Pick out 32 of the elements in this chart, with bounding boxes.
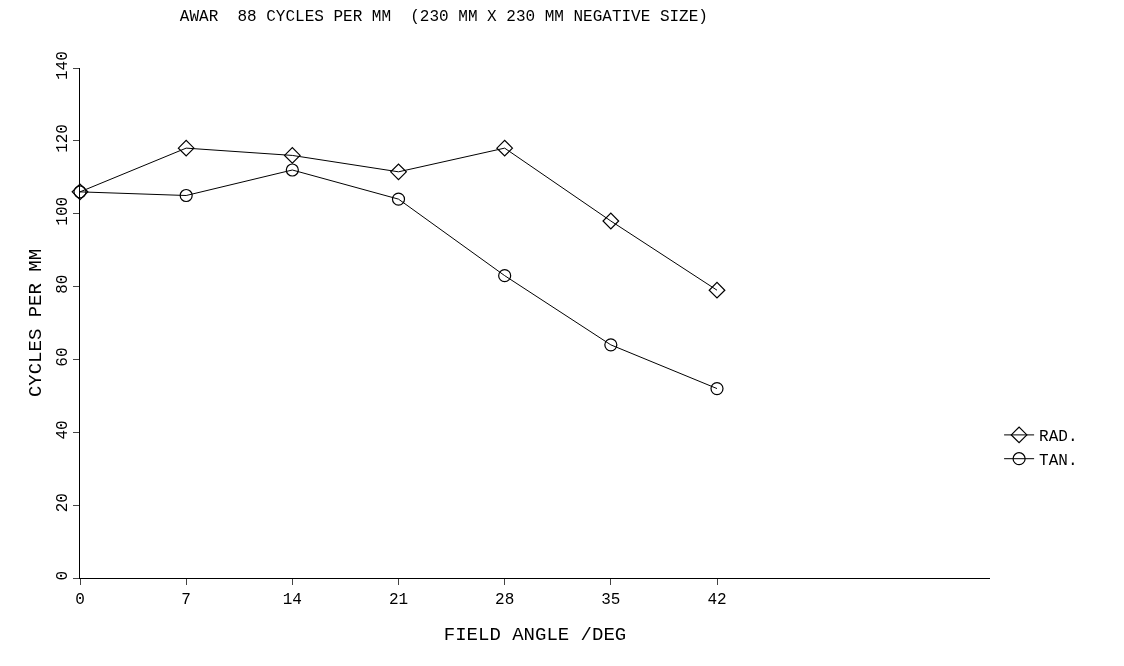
- x-tick-label: 42: [707, 591, 727, 610]
- y-tick-label: 80: [53, 274, 72, 294]
- y-tick-label: 100: [53, 196, 72, 226]
- point: [391, 192, 406, 206]
- point: [179, 188, 193, 203]
- x-axis-title: FIELD ANGLE /DEG: [443, 624, 627, 646]
- chart-title: AWAR 88 CYCLES PER MM (230 MM X 230 MM NEGATIVE SIZE): [179, 8, 708, 27]
- y-tick-label: 140: [53, 51, 72, 81]
- point: [604, 338, 618, 352]
- point: [177, 139, 195, 157]
- y-axis-title: CYCLES PER MM: [25, 248, 48, 398]
- x-tick-label: 35: [601, 591, 621, 610]
- legend-label: RAD.: [1039, 428, 1078, 447]
- y-tick-label: 40: [53, 420, 72, 440]
- legend-label: TAN.: [1039, 451, 1078, 470]
- point: [708, 281, 726, 299]
- x-tick-label: 7: [181, 591, 191, 610]
- y-tick-label: 0: [53, 570, 72, 581]
- y-tick-label: 20: [53, 493, 72, 513]
- x-tick-label: 14: [282, 591, 302, 610]
- point: [496, 139, 514, 157]
- point: [283, 147, 301, 164]
- point: [285, 163, 299, 177]
- x-tick-label: 21: [388, 591, 409, 610]
- y-tick-label: 120: [53, 124, 72, 153]
- point: [602, 212, 620, 230]
- point: [498, 269, 512, 283]
- x-tick-label: 28: [495, 591, 515, 610]
- x-tick-label: 0: [75, 591, 85, 610]
- point: [710, 381, 724, 396]
- point: [390, 163, 407, 181]
- y-tick-label: 60: [53, 347, 72, 367]
